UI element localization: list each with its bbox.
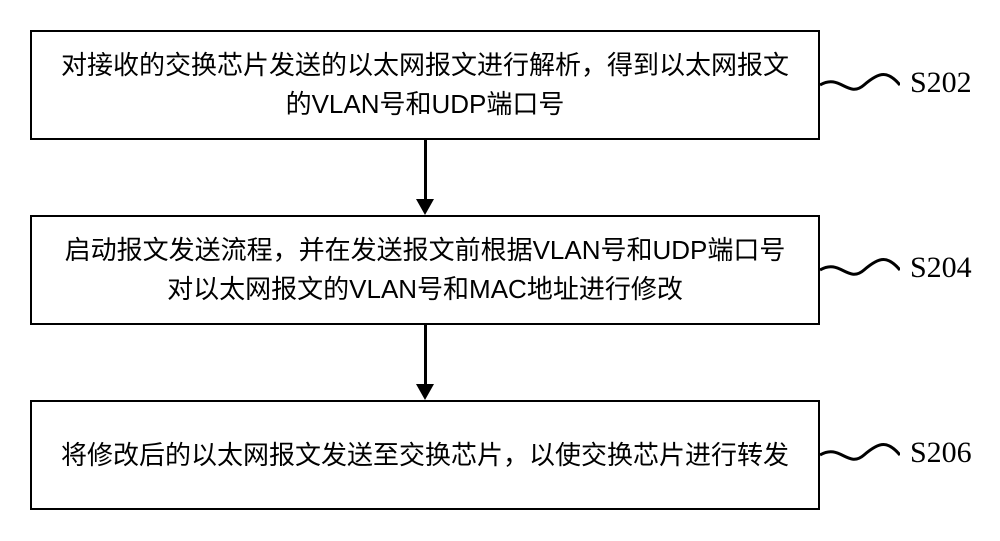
flowchart-canvas: 对接收的交换芯片发送的以太网报文进行解析，得到以太网报文的VLAN号和UDP端口… <box>0 0 1000 541</box>
connector-tilde <box>820 440 900 470</box>
flow-step-text: 启动报文发送流程，并在发送报文前根据VLAN号和UDP端口号对以太网报文的VLA… <box>52 231 798 309</box>
flow-step-label: S204 <box>910 251 972 285</box>
flow-arrow-head <box>416 199 434 215</box>
flow-step-label: S202 <box>910 66 972 100</box>
flow-step-label: S206 <box>910 436 972 470</box>
flow-step-text: 对接收的交换芯片发送的以太网报文进行解析，得到以太网报文的VLAN号和UDP端口… <box>52 46 798 124</box>
flow-step-box: 将修改后的以太网报文发送至交换芯片，以使交换芯片进行转发 <box>30 400 820 510</box>
connector-tilde <box>820 70 900 100</box>
connector-tilde <box>820 255 900 285</box>
flow-step-box: 启动报文发送流程，并在发送报文前根据VLAN号和UDP端口号对以太网报文的VLA… <box>30 215 820 325</box>
flow-arrow-line <box>424 140 427 199</box>
flow-step-box: 对接收的交换芯片发送的以太网报文进行解析，得到以太网报文的VLAN号和UDP端口… <box>30 30 820 140</box>
flow-arrow-head <box>416 384 434 400</box>
flow-arrow-line <box>424 325 427 384</box>
flow-step-text: 将修改后的以太网报文发送至交换芯片，以使交换芯片进行转发 <box>61 436 789 475</box>
